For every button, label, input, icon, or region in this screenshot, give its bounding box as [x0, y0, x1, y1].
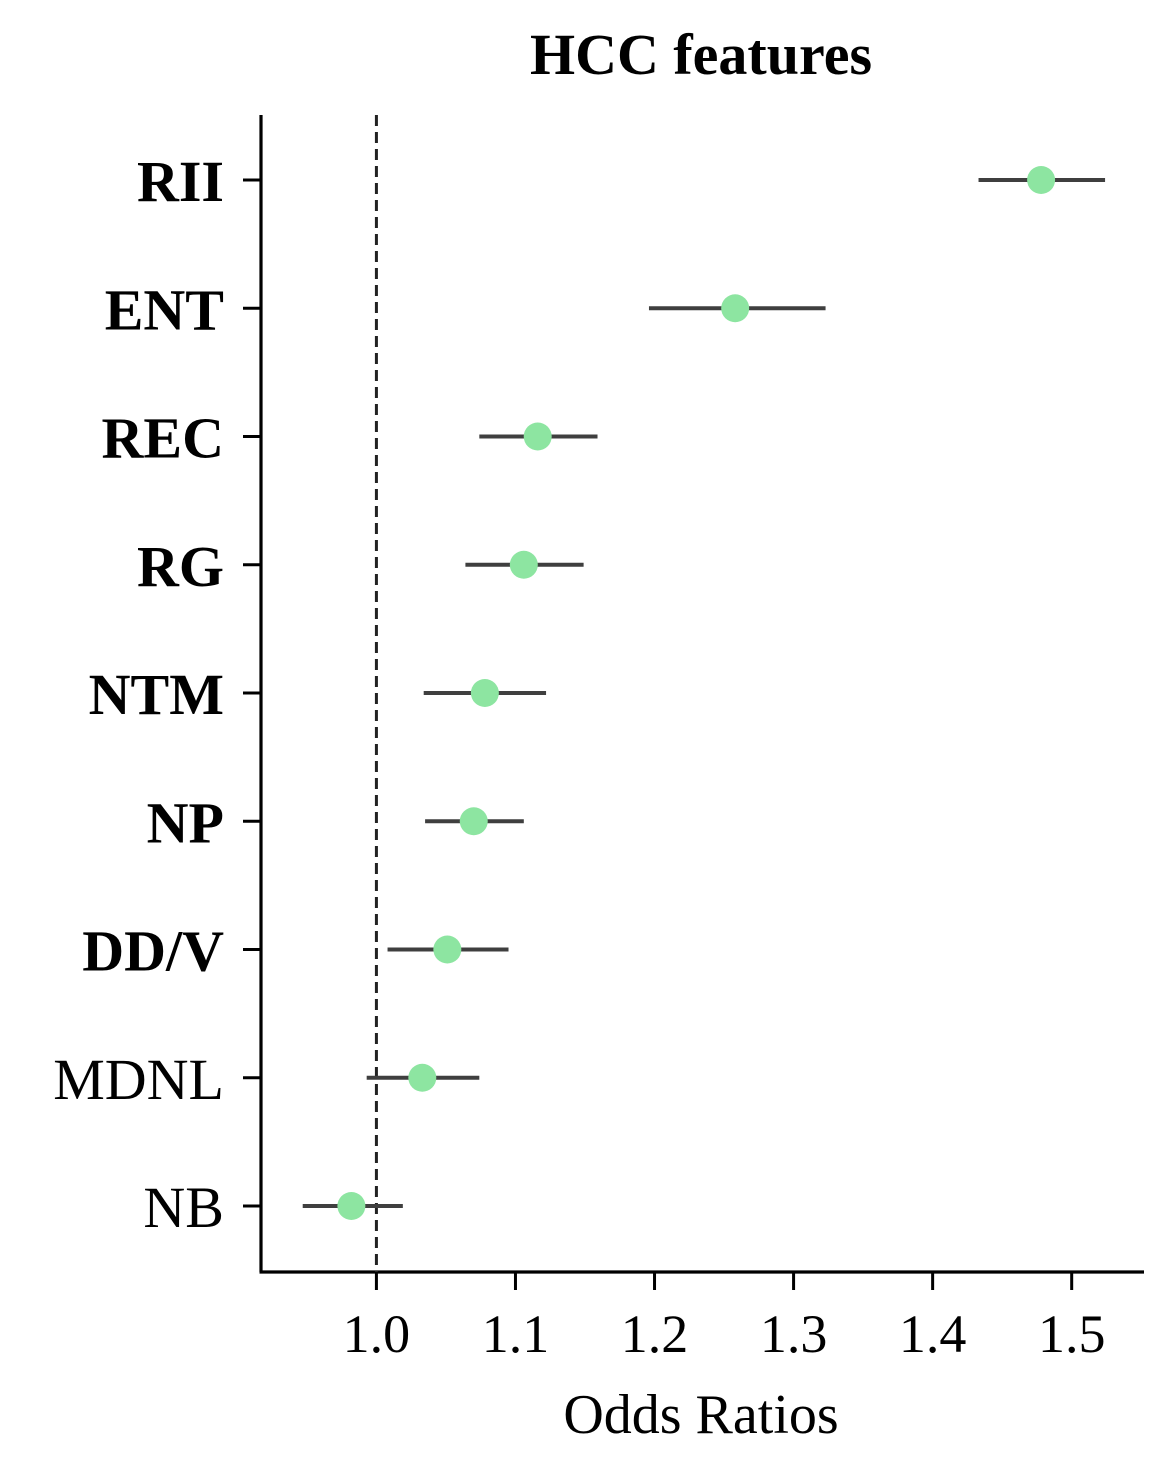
y-tick-label: MDNL [53, 1047, 224, 1112]
y-tick-label: RII [137, 149, 224, 214]
y-tick-label: NP [147, 790, 224, 855]
y-tick-label: ENT [105, 277, 224, 342]
data-point [523, 422, 552, 451]
data-point [509, 550, 538, 579]
x-tick-label: 1.1 [482, 1304, 550, 1364]
chart-title: HCC features [530, 22, 872, 87]
x-tick-label: 1.4 [899, 1304, 967, 1364]
x-tick-label: 1.3 [760, 1304, 828, 1364]
data-point [721, 294, 750, 323]
y-ticks: RII ENT REC RG NTM NP DD/V MDNL NB [53, 149, 261, 1240]
y-tick-label: RG [137, 534, 224, 599]
data-point [470, 679, 499, 707]
data-point [1027, 166, 1056, 194]
data-point [459, 807, 488, 836]
y-tick-label: DD/V [82, 919, 224, 984]
data-point [408, 1063, 437, 1092]
x-tick-label: 1.2 [621, 1304, 689, 1364]
plot-area: 1.0 1.1 1.2 1.3 1.4 1.5 RII ENT REC RG NTM NP DD/V M… [53, 115, 1144, 1364]
x-ticks: 1.0 1.1 1.2 1.3 1.4 1.5 [343, 1272, 1106, 1364]
y-tick-label: REC [102, 406, 224, 471]
y-tick-label: NB [143, 1175, 224, 1240]
x-axis-label: Odds Ratios [563, 1384, 838, 1446]
data-point [337, 1192, 366, 1220]
data-point [433, 935, 462, 964]
data-marks [302, 166, 1106, 1220]
x-tick-label: 1.5 [1038, 1304, 1106, 1364]
y-tick-label: NTM [89, 662, 224, 727]
x-tick-label: 1.0 [343, 1304, 411, 1364]
